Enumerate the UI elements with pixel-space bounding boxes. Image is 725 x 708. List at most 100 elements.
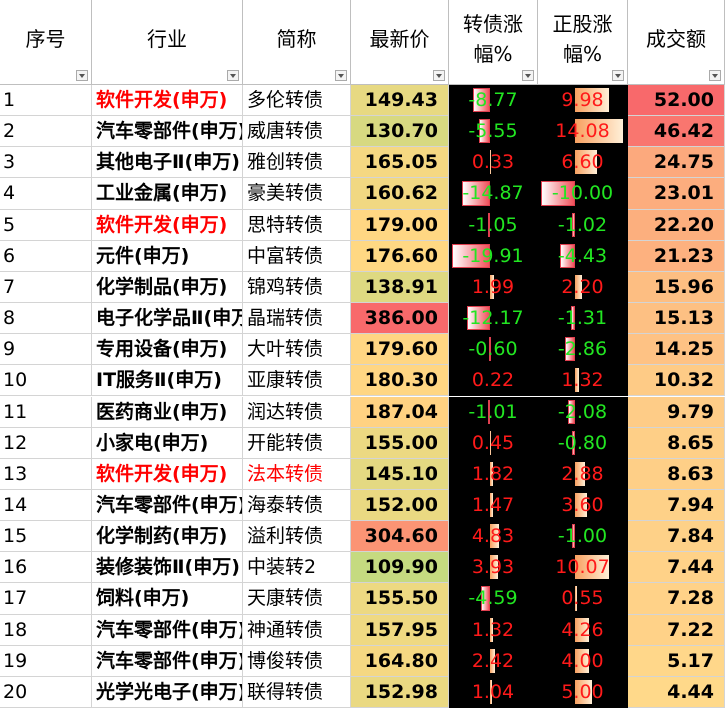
header-text: 转债涨幅% [463,12,523,66]
cell-text: 10.32 [653,369,714,392]
price-cell: 165.05 [351,147,449,179]
cell-text: 155.50 [364,587,438,610]
header-text: 行业 [147,27,187,51]
data-bar [565,337,575,362]
cell-text: 汽车零部件(申万) [96,649,243,672]
data-bar [575,492,588,518]
cell-text: 15 [3,525,28,548]
filter-button[interactable] [612,70,624,81]
filter-button[interactable] [709,70,721,81]
cell-text: 187.04 [364,400,438,423]
filter-button[interactable] [76,70,88,81]
filter-button[interactable] [227,70,239,81]
name-cell: 豪美转债 [243,178,351,210]
volume-cell: 7.22 [628,614,725,646]
data-bar [490,492,493,518]
cell-text: 3.93 [471,556,515,579]
cell-text: 22.20 [653,213,714,236]
data-bar [490,461,494,486]
name-cell: 联得转债 [243,676,351,708]
data-bar [490,274,494,300]
cell-text: 元件(申万) [96,244,190,267]
cell-text: IT服务Ⅱ(申万) [96,369,222,392]
cell-text: 138.91 [364,275,438,298]
cell-text: 中装转2 [247,556,317,579]
data-bar [570,306,575,331]
cell-text: -1.31 [557,307,608,330]
name-cell: 晶瑞转债 [243,303,351,335]
change-cell: -8.77 [449,85,538,117]
row-number: 3 [0,147,92,179]
cell-text: 天康转债 [247,587,324,610]
data-bar [571,212,575,237]
price-cell: 149.43 [351,85,449,117]
row-number: 1 [0,85,92,117]
volume-cell: 10.32 [628,365,725,397]
cell-text: 179.60 [364,338,438,361]
data-bar [575,555,610,580]
row-number: 2 [0,116,92,148]
data-bar [575,88,609,113]
price-cell: 109.90 [351,552,449,584]
cell-text: 0.45 [471,431,515,454]
cell-text: 4.00 [561,649,604,672]
price-cell: 179.00 [351,209,449,241]
change-cell: -19.91 [449,240,538,272]
change-cell: 4.00 [538,645,628,677]
cell-text: -5.55 [468,120,518,143]
filter-button[interactable] [433,70,445,81]
data-bar [575,119,623,144]
cell-text: -1.05 [468,213,518,236]
name-cell: 锦鸡转债 [243,271,351,304]
data-bar [571,524,575,549]
change-cell: 3.93 [449,552,538,584]
cell-text: 工业金属(申万) [96,182,228,205]
name-cell: 开能转债 [243,427,351,459]
industry-cell: 汽车零部件(申万) [92,489,243,522]
name-cell: 中装转2 [243,552,351,584]
row-number: 16 [0,552,92,584]
row-number: 6 [0,240,92,272]
industry-cell: 工业金属(申万) [92,178,243,210]
cell-text: 12 [3,431,28,454]
name-cell: 海泰转债 [243,489,351,522]
data-bar [575,368,580,393]
cell-text: 179.00 [364,213,438,236]
cell-text: 8.63 [667,462,714,485]
price-cell: 138.91 [351,271,449,304]
data-bar [490,555,498,580]
cell-text: 3.60 [561,493,604,516]
cell-text: 多伦转债 [247,89,324,111]
cell-text: 15.13 [653,307,714,330]
row-number: 19 [0,645,92,677]
data-bar [541,181,575,206]
price-cell: 130.70 [351,116,449,148]
cell-text: 1.04 [471,680,515,703]
data-bar [473,88,490,113]
volume-cell: 4.44 [628,676,725,708]
cell-text: 2.20 [561,275,604,298]
name-cell: 天康转债 [243,583,351,615]
row-number: 12 [0,427,92,459]
data-bar [490,617,493,642]
row-number: 7 [0,271,92,304]
data-bar [575,586,577,611]
data-bar [575,274,583,300]
cell-text: 开能转债 [247,431,324,454]
cell-text: 52.00 [653,89,714,111]
cell-text: 1.32 [471,618,515,641]
change-cell: -5.55 [449,116,538,148]
filter-button[interactable] [522,70,534,81]
filter-button[interactable] [335,70,347,81]
change-cell: -2.08 [538,396,628,428]
name-cell: 中富转债 [243,240,351,272]
name-cell: 威唐转债 [243,116,351,148]
volume-cell: 21.23 [628,240,725,272]
cell-text: -14.87 [462,182,524,205]
volume-cell: 8.65 [628,427,725,459]
price-cell: 179.60 [351,334,449,366]
change-cell: 0.45 [449,427,538,459]
name-cell: 大叶转债 [243,334,351,366]
cell-text: -1.00 [557,525,608,548]
